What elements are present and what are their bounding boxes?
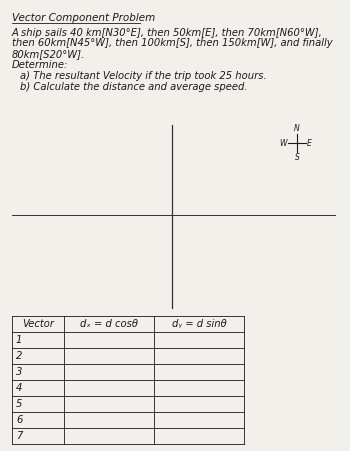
Text: then 60km[N45°W], then 100km[S], then 150km[W], and finally: then 60km[N45°W], then 100km[S], then 15…	[12, 38, 332, 49]
Text: a) The resultant Velocity if the trip took 25 hours.: a) The resultant Velocity if the trip to…	[20, 71, 267, 81]
Text: 4: 4	[16, 383, 22, 393]
Text: S: S	[295, 153, 300, 162]
Text: 1: 1	[16, 335, 22, 345]
Text: A ship sails 40 km[N30°E], then 50km[E], then 70km[N60°W],: A ship sails 40 km[N30°E], then 50km[E],…	[12, 28, 323, 38]
Text: dₓ = d cosθ: dₓ = d cosθ	[80, 319, 138, 329]
Text: W: W	[280, 138, 287, 147]
Text: b) Calculate the distance and average speed.: b) Calculate the distance and average sp…	[20, 82, 247, 92]
Text: E: E	[307, 138, 312, 147]
Text: Determine:: Determine:	[12, 60, 68, 70]
Text: 7: 7	[16, 431, 22, 441]
Text: Vector: Vector	[22, 319, 54, 329]
Text: 5: 5	[16, 399, 22, 409]
Text: Vector Component Problem: Vector Component Problem	[12, 13, 155, 23]
Text: N: N	[294, 124, 300, 133]
Text: 3: 3	[16, 367, 22, 377]
Text: 80km[S20°W].: 80km[S20°W].	[12, 49, 85, 59]
Text: dᵧ = d sinθ: dᵧ = d sinθ	[172, 319, 226, 329]
Text: 2: 2	[16, 351, 22, 361]
Text: 6: 6	[16, 415, 22, 425]
